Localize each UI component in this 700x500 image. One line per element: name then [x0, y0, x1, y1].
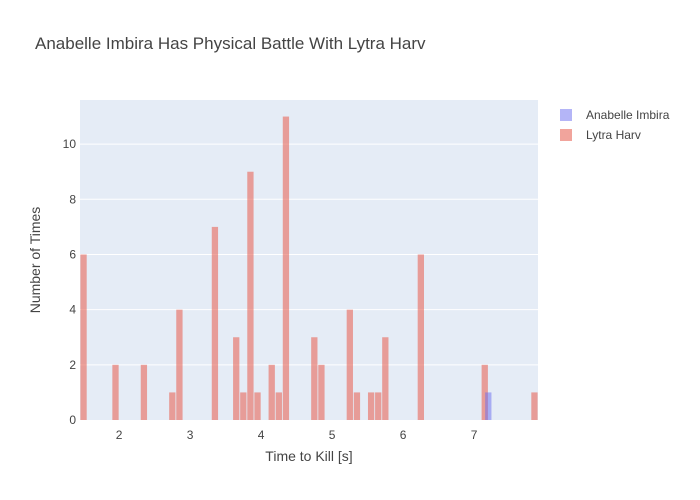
x-axis-ticks: 2 3 4 5 6 7	[116, 428, 478, 442]
histogram-bar	[80, 254, 87, 420]
histogram-bar	[318, 364, 325, 420]
histogram-bar	[240, 392, 247, 420]
y-tick-label: 2	[69, 358, 76, 372]
histogram-bar	[367, 392, 375, 420]
histogram-bar	[233, 337, 240, 420]
histogram-bar	[211, 226, 219, 420]
legend-item-anabelle-imbira[interactable]: Anabelle Imbira	[560, 105, 669, 125]
y-tick-label: 4	[69, 303, 76, 317]
histogram-bar	[485, 392, 492, 420]
histogram-bar	[346, 309, 353, 420]
histogram-bar	[353, 392, 361, 420]
x-tick-label: 3	[187, 428, 194, 442]
x-tick-label: 2	[116, 428, 123, 442]
histogram-bar	[254, 392, 261, 420]
histogram-bar	[282, 116, 290, 420]
y-tick-label: 8	[69, 192, 76, 206]
chart-title: Anabelle Imbira Has Physical Battle With…	[35, 34, 426, 53]
legend: Anabelle Imbira Lytra Harv	[560, 105, 669, 145]
plot-background	[80, 100, 538, 420]
histogram-bar	[112, 364, 119, 420]
histogram-bar	[275, 392, 282, 420]
x-axis-title: Time to Kill [s]	[265, 448, 352, 464]
histogram-bar	[382, 337, 389, 420]
y-axis-title: Number of Times	[27, 207, 43, 314]
y-tick-label: 10	[63, 137, 77, 151]
histogram-bar	[417, 254, 424, 420]
x-tick-label: 5	[329, 428, 336, 442]
y-tick-label: 6	[69, 247, 76, 261]
y-tick-label: 0	[69, 413, 76, 427]
x-tick-label: 4	[258, 428, 265, 442]
histogram-bar	[311, 337, 318, 420]
legend-label-lytra-harv: Lytra Harv	[586, 128, 641, 142]
histogram-bar	[140, 364, 148, 420]
grid-lines	[80, 143, 538, 366]
histogram-bar	[531, 392, 538, 420]
histogram-bar	[268, 364, 275, 420]
x-tick-label: 6	[400, 428, 407, 442]
series-anabelle-imbira	[485, 392, 492, 420]
legend-item-lytra-harv[interactable]: Lytra Harv	[560, 125, 669, 145]
histogram-bar	[169, 392, 176, 420]
legend-swatch-anabelle-imbira	[560, 109, 572, 121]
legend-swatch-lytra-harv	[560, 129, 572, 141]
histogram-bar	[247, 171, 254, 420]
legend-label-anabelle-imbira: Anabelle Imbira	[586, 108, 670, 122]
y-axis-ticks: 0 2 4 6 8 10	[63, 137, 77, 427]
histogram-bar	[176, 309, 183, 420]
series-lytra-harv	[80, 116, 538, 420]
histogram-bar	[375, 392, 382, 420]
x-tick-label: 7	[471, 428, 478, 442]
histogram-bar	[481, 364, 488, 420]
